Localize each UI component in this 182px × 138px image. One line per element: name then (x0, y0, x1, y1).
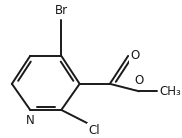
Text: CH₃: CH₃ (159, 85, 181, 98)
Text: Cl: Cl (89, 124, 100, 137)
Text: O: O (134, 74, 144, 87)
Text: O: O (131, 49, 140, 62)
Text: N: N (26, 114, 35, 127)
Text: Br: Br (55, 4, 68, 17)
